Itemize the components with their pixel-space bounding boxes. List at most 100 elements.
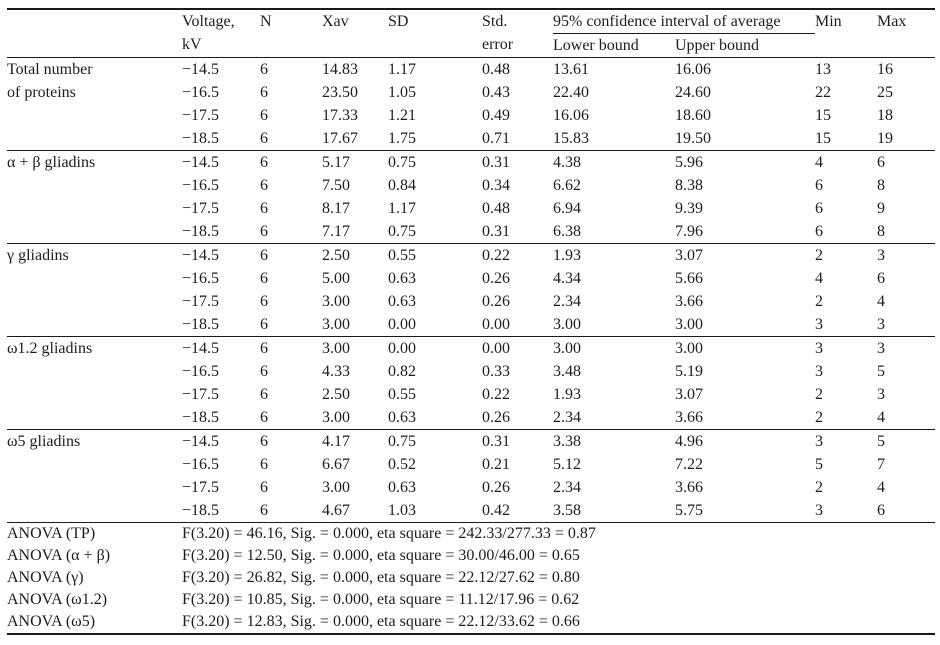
cell-upper_bound: 3.66	[675, 293, 703, 310]
cell-std_error: 0.00	[482, 316, 510, 333]
cell-xav: 3.00	[322, 336, 388, 360]
cell-sd: 0.75	[388, 150, 482, 174]
cell-n: 6	[260, 363, 268, 380]
cell-sd: 0.63	[388, 270, 416, 287]
table-row: −17.5 6 2.50 0.55 0.22 1.93 3.07 2 3	[7, 383, 935, 406]
anova-statistics: F(3.20) = 26.82, Sig. = 0.000, eta squar…	[182, 569, 580, 586]
cell-xav: 3.00	[322, 316, 350, 333]
row-group-label: ω1.2 gliadins	[7, 336, 182, 430]
cell-upper_bound: 3.00	[675, 316, 703, 333]
cell-sd: 0.63	[388, 479, 416, 496]
table-row: −17.5 6 17.33 1.21 0.49 16.06 18.60 15 18	[7, 104, 935, 127]
cell-lower_bound: 5.12	[553, 456, 581, 473]
cell-lower_bound: 3.48	[553, 363, 581, 380]
cell-upper_bound: 5.19	[675, 363, 703, 380]
row-group-label-line: ω1.2 gliadins	[7, 340, 93, 357]
cell-max: 5	[877, 363, 885, 380]
cell-min: 3	[815, 363, 823, 380]
cell-lower_bound: 1.93	[553, 243, 675, 267]
row-group-label-line: γ gliadins	[7, 247, 69, 264]
cell-xav: 3.00	[322, 409, 350, 426]
cell-max: 3	[877, 386, 885, 403]
cell-lower_bound: 13.61	[553, 57, 675, 81]
cell-max: 4	[877, 409, 885, 426]
cell-max: 3	[877, 243, 935, 267]
table-row: −16.5 6 5.00 0.63 0.26 4.34 5.66 4 6	[7, 267, 935, 290]
column-header-voltage-line1: Voltage,	[182, 13, 235, 30]
anova-statistics: F(3.20) = 12.83, Sig. = 0.000, eta squar…	[182, 613, 580, 630]
cell-upper_bound: 5.66	[675, 270, 703, 287]
cell-sd: 0.84	[388, 177, 416, 194]
cell-xav: 7.50	[322, 177, 350, 194]
cell-upper_bound: 3.66	[675, 479, 703, 496]
row-group-label: ω5 gliadins	[7, 429, 182, 523]
column-header-std-error-line1: Std.	[482, 13, 508, 30]
cell-min: 6	[815, 200, 823, 217]
cell-sd: 0.82	[388, 363, 416, 380]
row-group-label-line: Total number	[7, 61, 93, 78]
cell-n: 6	[260, 409, 268, 426]
row-group-label-line: ω5 gliadins	[7, 433, 81, 450]
cell-lower_bound: 2.34	[553, 409, 581, 426]
cell-voltage: −16.5	[182, 177, 220, 194]
cell-lower_bound: 3.38	[553, 429, 675, 453]
cell-max: 8	[877, 177, 885, 194]
cell-max: 16	[877, 57, 935, 81]
cell-max: 3	[877, 336, 935, 360]
cell-lower_bound: 1.93	[553, 386, 581, 403]
table-row: −17.5 6 3.00 0.63 0.26 2.34 3.66 2 4	[7, 290, 935, 313]
column-header-std-error-line2: error	[482, 36, 514, 53]
cell-voltage: −17.5	[182, 200, 220, 217]
cell-xav: 8.17	[322, 200, 350, 217]
cell-upper_bound: 5.96	[675, 150, 815, 174]
cell-min: 4	[815, 150, 877, 174]
cell-upper_bound: 3.07	[675, 243, 815, 267]
cell-std_error: 0.00	[482, 336, 553, 360]
cell-n: 6	[260, 502, 268, 519]
cell-min: 2	[815, 409, 823, 426]
cell-lower_bound: 2.34	[553, 479, 581, 496]
anova-row: ANOVA (ω1.2) F(3.20) = 10.85, Sig. = 0.00…	[7, 589, 935, 611]
cell-upper_bound: 18.60	[675, 107, 711, 124]
cell-xav: 4.17	[322, 429, 388, 453]
cell-n: 6	[260, 270, 268, 287]
cell-min: 2	[815, 386, 823, 403]
row-group-label: Total number of proteins	[7, 57, 182, 151]
cell-voltage: −18.5	[182, 130, 220, 147]
cell-std_error: 0.33	[482, 363, 510, 380]
cell-min: 4	[815, 270, 823, 287]
cell-voltage: −17.5	[182, 479, 220, 496]
cell-xav: 14.83	[322, 57, 388, 81]
cell-lower_bound: 2.34	[553, 293, 581, 310]
cell-sd: 0.00	[388, 336, 482, 360]
cell-xav: 5.17	[322, 150, 388, 174]
column-header-std-error: Std. error	[482, 9, 553, 58]
column-header-n: N	[260, 13, 272, 30]
anova-row: ANOVA (α + β) F(3.20) = 12.50, Sig. = 0.0…	[7, 545, 935, 567]
cell-n: 6	[260, 57, 322, 81]
cell-voltage: −14.5	[182, 150, 260, 174]
table-row: −18.5 6 3.00 0.63 0.26 2.34 3.66 2 4	[7, 406, 935, 430]
cell-n: 6	[260, 84, 268, 101]
cell-min: 6	[815, 177, 823, 194]
column-header-upper-bound: Upper bound	[675, 37, 759, 54]
cell-upper_bound: 3.07	[675, 386, 703, 403]
cell-std_error: 0.42	[482, 502, 510, 519]
cell-sd: 1.17	[388, 57, 482, 81]
cell-lower_bound: 6.62	[553, 177, 581, 194]
table-row: −16.5 6 7.50 0.84 0.34 6.62 8.38 6 8	[7, 174, 935, 197]
cell-n: 6	[260, 293, 268, 310]
cell-upper_bound: 9.39	[675, 200, 703, 217]
column-header-lower-bound: Lower bound	[553, 37, 639, 54]
row-group-label: γ gliadins	[7, 243, 182, 337]
cell-std_error: 0.31	[482, 223, 510, 240]
cell-upper_bound: 8.38	[675, 177, 703, 194]
cell-sd: 0.75	[388, 223, 416, 240]
column-header-min: Min	[815, 13, 842, 30]
cell-n: 6	[260, 386, 268, 403]
cell-sd: 0.55	[388, 386, 416, 403]
table-row: Total number of proteins −14.5 6 14.83 1.17 0.…	[7, 57, 935, 151]
cell-xav: 7.17	[322, 223, 350, 240]
cell-min: 2	[815, 293, 823, 310]
table-row: α + β gliadins −14.5 6 5.17 0.75 0.31 4.38 5.96…	[7, 150, 935, 244]
